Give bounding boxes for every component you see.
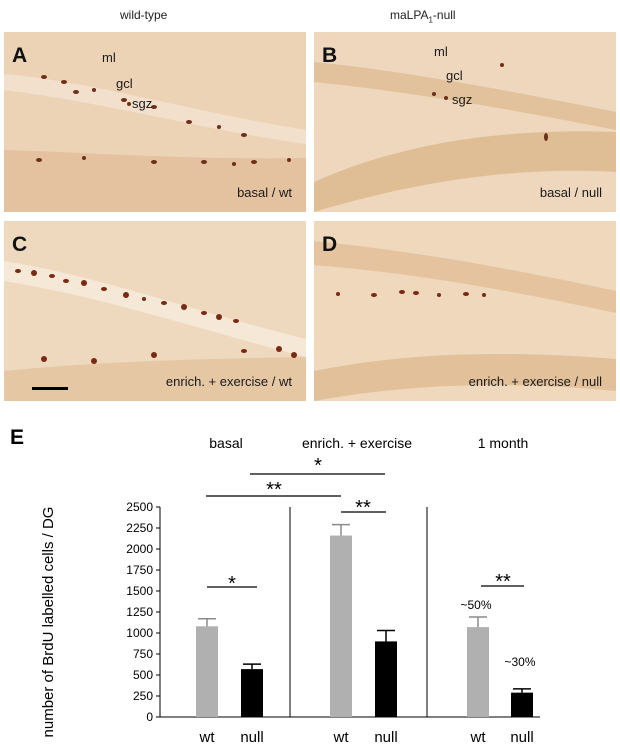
y-tick-label: 1250 — [126, 605, 153, 619]
bar — [196, 626, 218, 717]
y-tick-label: 0 — [146, 710, 153, 724]
bar-chart: E 0 250 500 750 1000 1250 1500 1750 2000 2250 2500 n… — [10, 426, 540, 746]
significance-marker: ** — [266, 479, 282, 501]
layer-label-sgz: sgz — [452, 92, 473, 107]
y-tick-label: 2500 — [126, 500, 153, 514]
panel-caption-d: enrich. + exercise / null — [468, 374, 602, 389]
micrograph-panel-b: B ml gcl sgz basal / null — [314, 32, 616, 212]
labelled-cells — [336, 290, 486, 297]
y-axis-label: number of BrdU labelled cells / DG — [40, 507, 57, 738]
y-tick-label: 2000 — [126, 542, 153, 556]
significance-marker: * — [314, 455, 322, 477]
panel-caption-b: basal / null — [539, 185, 602, 200]
micrograph-a-image — [4, 32, 306, 212]
x-category-label: wt — [199, 729, 216, 746]
panel-letter-d: D — [322, 233, 338, 256]
layer-label-ml: ml — [434, 44, 448, 59]
panel-letter-e: E — [10, 426, 24, 449]
layer-label-ml: ml — [102, 50, 116, 65]
group-label: basal — [209, 435, 242, 451]
scale-bar — [32, 387, 68, 390]
group-label: enrich. + exercise — [302, 435, 412, 451]
x-category-label: wt — [333, 729, 350, 746]
bar — [375, 641, 397, 717]
layer-label-gcl: gcl — [116, 76, 133, 91]
significance-marker: ** — [355, 497, 371, 519]
y-tick-label: 1500 — [126, 584, 153, 598]
bar-annotation: ~50% — [460, 598, 491, 612]
bar — [241, 669, 263, 717]
micrograph-c-image — [4, 221, 306, 401]
column-header-null: maLPA1-null — [390, 8, 456, 25]
panel-caption-a: basal / wt — [237, 185, 292, 200]
micrograph-d-image — [314, 221, 616, 401]
bar-annotation: ~30% — [504, 655, 535, 669]
y-tick-label: 1000 — [126, 626, 153, 640]
y-tick-label: 500 — [133, 668, 153, 682]
y-tick-label: 750 — [133, 647, 153, 661]
x-category-label: null — [510, 729, 533, 746]
labelled-cells — [36, 75, 291, 166]
significance-marker: * — [228, 573, 236, 595]
micrograph-panel-d: D enrich. + exercise / null — [314, 221, 616, 401]
group-label: 1 month — [478, 435, 529, 451]
x-category-label: wt — [470, 729, 487, 746]
y-tick-label: 2250 — [126, 521, 153, 535]
layer-label-sgz: sgz — [132, 96, 153, 111]
panel-letter-a: A — [12, 44, 28, 67]
panel-letter-b: B — [322, 44, 338, 67]
labelled-cells — [15, 269, 297, 364]
micrograph-panel-c: C enrich. + exercise / wt — [4, 221, 306, 401]
bar — [467, 627, 489, 717]
labelled-cells — [432, 63, 548, 141]
bar — [511, 692, 533, 717]
micrograph-panel-a: A ml gcl sgz basal / wt — [4, 32, 306, 212]
y-tick-label: 1750 — [126, 563, 153, 577]
significance-marker: ** — [495, 571, 511, 593]
panel-caption-c: enrich. + exercise / wt — [165, 374, 292, 389]
panel-letter-c: C — [12, 233, 28, 256]
layer-label-gcl: gcl — [446, 68, 463, 83]
x-category-label: null — [374, 729, 397, 746]
bar — [330, 535, 352, 717]
y-tick-label: 250 — [133, 689, 153, 703]
micrograph-b-image — [314, 32, 616, 212]
x-category-label: null — [240, 729, 263, 746]
column-header-wild-type: wild-type — [120, 8, 168, 22]
